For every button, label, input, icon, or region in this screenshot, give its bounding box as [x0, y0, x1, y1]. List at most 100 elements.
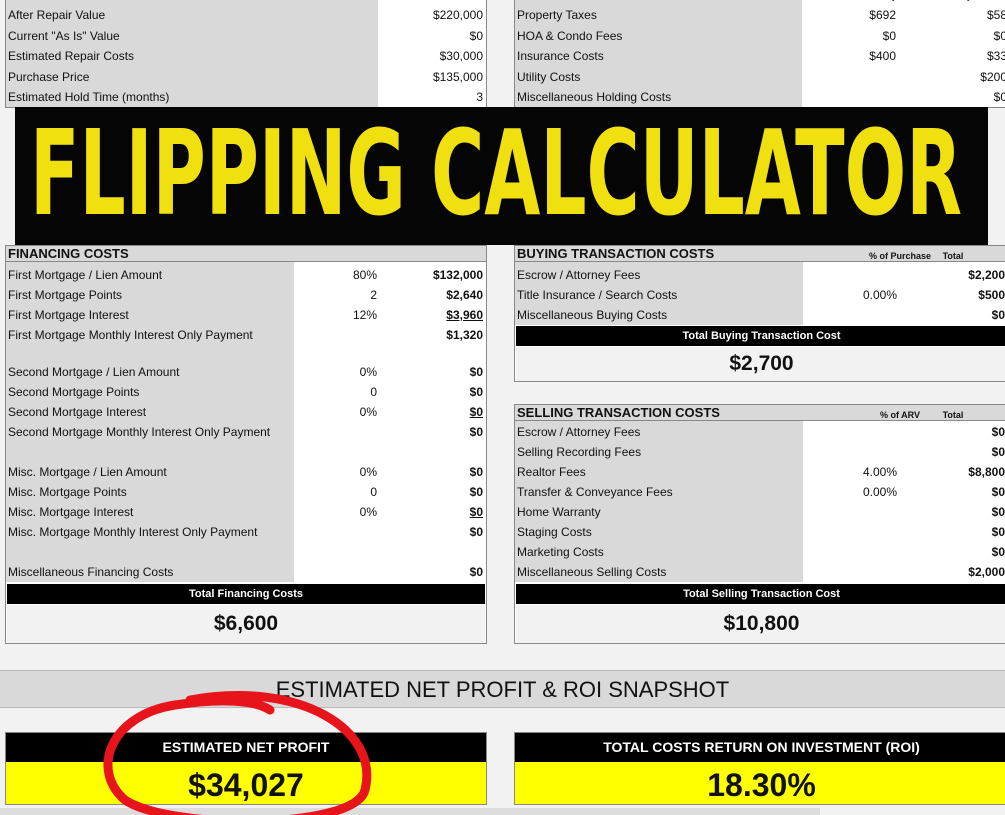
row-percent: 0.00%: [862, 288, 897, 302]
row-value: $200: [980, 70, 1005, 84]
row-percent: 80%: [352, 268, 377, 282]
row-label: Miscellaneous Financing Costs: [8, 565, 174, 579]
row-percent: 0%: [359, 365, 377, 379]
row-value: $0: [991, 505, 1005, 519]
row-value: $0: [469, 425, 483, 439]
column-header: % of ARV: [879, 410, 920, 420]
row-value: $3,960: [446, 308, 483, 322]
row-label: First Mortgage Points: [8, 288, 123, 302]
row-value: $0: [991, 525, 1005, 539]
section-title: FINANCING COSTS: [8, 246, 129, 261]
label-column: [515, 262, 803, 325]
row-label: Staging Costs: [517, 525, 592, 539]
row-value: $0: [991, 545, 1005, 559]
row-label: Selling Recording Fees: [517, 445, 642, 459]
column-header: Monthly: [905, 0, 975, 7]
row-label: After Repair Value: [8, 8, 106, 22]
row-percent: 0%: [359, 465, 377, 479]
row-label: Second Mortgage / Lien Amount: [8, 365, 180, 379]
row-percent: 2: [370, 288, 377, 302]
row-value: $8,800: [968, 465, 1005, 479]
row-value: $0: [469, 365, 483, 379]
section-header: [515, 405, 1005, 421]
row-value: $0: [993, 90, 1005, 104]
row-label: Home Warranty: [517, 505, 601, 519]
kpi-value: $34,027: [6, 762, 486, 804]
column-header: Total: [942, 410, 964, 420]
row-label: Misc. Mortgage Points: [8, 485, 127, 499]
row-label: First Mortgage / Lien Amount: [8, 268, 163, 282]
column-header: Annually: [800, 0, 900, 7]
row-label: Current "As Is" Value: [8, 29, 120, 43]
kpi-value: 18.30%: [515, 762, 1005, 804]
snapshot-bar: ESTIMATED NET PROFIT & ROI SNAPSHOT: [0, 670, 1005, 708]
row-label: Escrow / Attorney Fees: [517, 425, 641, 439]
row-label: Misc. Mortgage Monthly Interest Only Pay…: [8, 525, 258, 539]
row-percent: 0: [370, 385, 377, 399]
row-label: Escrow / Attorney Fees: [517, 268, 641, 282]
banner-background: [15, 107, 988, 245]
row-value: $0: [469, 405, 483, 419]
row-label: Title Insurance / Search Costs: [517, 288, 678, 302]
row-value: $0: [469, 485, 483, 499]
row-label: Purchase Price: [8, 70, 90, 84]
row-value: $0: [469, 505, 483, 519]
row-label: Second Mortgage Points: [8, 385, 140, 399]
row-value: $0: [469, 385, 483, 399]
row-value: $0: [469, 29, 483, 43]
total-bar: Total Buying Transaction Cost: [516, 326, 1005, 346]
column-header: Total: [942, 251, 964, 261]
row-label: Estimated Hold Time (months): [8, 90, 170, 104]
row-value: $58: [986, 8, 1005, 22]
row-label: Property Taxes: [517, 8, 597, 22]
section-title: BUYING TRANSACTION COSTS: [517, 246, 715, 261]
label-column: [6, 262, 294, 582]
row-percent: 0%: [359, 505, 377, 519]
row-value: $30,000: [439, 49, 483, 63]
row-percent: 0: [370, 485, 377, 499]
row-label: HOA & Condo Fees: [517, 29, 623, 43]
row-value: $0: [991, 425, 1005, 439]
row-value: $33: [986, 49, 1005, 63]
total-value: $6,600: [7, 605, 485, 643]
column-header: % of Purchase: [868, 251, 932, 261]
total-value: $10,800: [516, 605, 1005, 643]
row-value: $400: [869, 49, 896, 63]
kpi-label: TOTAL COSTS RETURN ON INVESTMENT (ROI): [515, 733, 1005, 762]
row-label: Misc. Mortgage Interest: [8, 505, 134, 519]
row-label: Second Mortgage Monthly Interest Only Pa…: [8, 425, 271, 439]
total-bar: Total Financing Costs: [7, 584, 485, 604]
row-value: $0: [991, 485, 1005, 499]
row-percent: 0.00%: [862, 485, 897, 499]
row-label: Estimated Repair Costs: [8, 49, 135, 63]
row-value: $0: [469, 465, 483, 479]
row-value: $692: [869, 8, 896, 22]
row-value: $132,000: [432, 268, 483, 282]
row-value: $0: [882, 29, 896, 43]
label-column: [6, 0, 378, 107]
row-label: Miscellaneous Holding Costs: [517, 90, 672, 104]
total-bar: Total Selling Transaction Cost: [516, 584, 1005, 604]
section-header: [6, 246, 486, 262]
row-percent: 0%: [359, 405, 377, 419]
label-column: [515, 421, 803, 582]
kpi-label: ESTIMATED NET PROFIT: [6, 733, 486, 762]
row-label: First Mortgage Interest: [8, 308, 129, 322]
row-value: $2,640: [446, 288, 483, 302]
row-label: Transfer & Conveyance Fees: [517, 485, 673, 499]
row-label: Miscellaneous Buying Costs: [517, 308, 668, 322]
row-value: $2,000: [968, 565, 1005, 579]
row-label: Marketing Costs: [517, 545, 604, 559]
row-percent: 12%: [352, 308, 377, 322]
row-value: $0: [991, 445, 1005, 459]
row-value: 3: [476, 90, 483, 104]
row-label: Second Mortgage Interest: [8, 405, 147, 419]
label-column: [515, 0, 802, 107]
row-label: First Mortgage Monthly Interest Only Pay…: [8, 328, 253, 342]
row-value: $0: [469, 565, 483, 579]
row-label: Misc. Mortgage / Lien Amount: [8, 465, 167, 479]
row-value: $0: [991, 308, 1005, 322]
row-value: $0: [469, 525, 483, 539]
row-value: $1,320: [446, 328, 483, 342]
